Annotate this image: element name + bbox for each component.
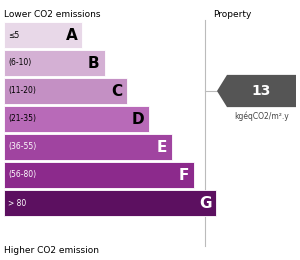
Text: A: A — [65, 28, 77, 42]
Text: Higher CO2 emission: Higher CO2 emission — [4, 246, 99, 255]
Bar — [4, 162, 194, 188]
Text: Lower CO2 emissions: Lower CO2 emissions — [4, 10, 101, 19]
Polygon shape — [217, 75, 296, 107]
Text: C: C — [111, 83, 122, 99]
Text: (6-10): (6-10) — [8, 58, 31, 68]
Bar — [4, 190, 216, 216]
Text: (36-55): (36-55) — [8, 142, 36, 152]
Bar — [4, 22, 82, 48]
Text: (21-35): (21-35) — [8, 114, 36, 124]
Bar — [4, 78, 127, 104]
Text: > 80: > 80 — [8, 198, 26, 207]
Text: G: G — [199, 196, 211, 211]
Bar — [4, 134, 172, 160]
Bar — [4, 50, 104, 76]
Text: F: F — [178, 167, 189, 183]
Text: B: B — [88, 55, 100, 70]
Text: Property: Property — [213, 10, 251, 19]
Text: ≤5: ≤5 — [8, 30, 19, 40]
Text: (11-20): (11-20) — [8, 87, 36, 95]
Bar — [4, 106, 149, 132]
Text: (56-80): (56-80) — [8, 171, 36, 179]
Text: D: D — [132, 112, 144, 127]
Text: 13: 13 — [252, 84, 271, 98]
Text: kgéqCO2/m².y: kgéqCO2/m².y — [234, 111, 289, 121]
Text: E: E — [156, 140, 167, 154]
